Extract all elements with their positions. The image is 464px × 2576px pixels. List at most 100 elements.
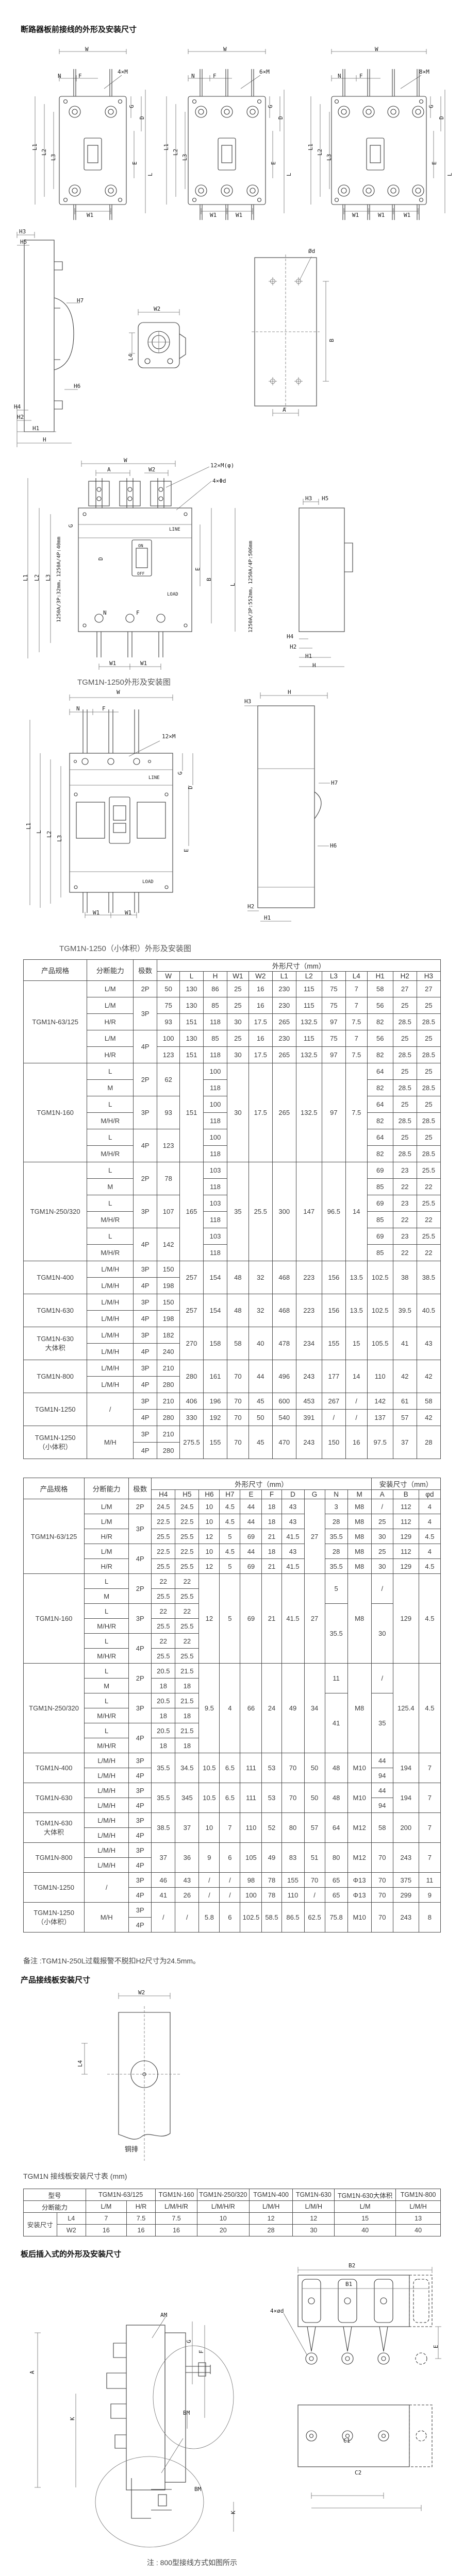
table-cell: 230 <box>272 1030 296 1047</box>
rear-plug-rear-linework <box>283 2267 441 2511</box>
dim-label: W2 <box>138 1989 145 1996</box>
table-cell: TGM1N-63/125 <box>23 980 88 1063</box>
table-cell: 25 <box>416 1063 441 1080</box>
dim-label: L3 <box>181 154 188 161</box>
table-cell: H5 <box>175 1489 200 1499</box>
table-cell: TGM1N-250/320 <box>196 2189 250 2201</box>
dim-label: AM <box>160 2312 168 2318</box>
table-cell: 4P <box>128 1887 152 1903</box>
table-cell: 375 <box>392 1872 419 1888</box>
table-cell: 100 <box>240 1887 262 1903</box>
table-cell: 115 <box>295 980 322 997</box>
table-cell: 210 <box>157 1426 180 1443</box>
table-cell: 35.5 <box>151 1783 176 1813</box>
dim-label: E <box>433 2345 439 2348</box>
table-cell: L/M <box>84 1514 129 1529</box>
table-cell: 22 <box>392 1178 417 1195</box>
table-cell: M <box>84 1588 129 1604</box>
table-cell: 49 <box>261 1842 282 1873</box>
table-cell: 102.5 <box>367 1294 393 1327</box>
table-cell: L <box>84 1693 129 1708</box>
table-cell: 470 <box>272 1426 296 1459</box>
dim-label: L <box>446 173 453 176</box>
table-cell: 62 <box>157 1063 180 1096</box>
table-row: M/H/R 118 85 22 22 <box>24 1211 441 1228</box>
table-cell: 6.5 <box>219 1783 241 1813</box>
table-cell: 18 <box>151 1738 176 1753</box>
dim-label: F <box>78 73 82 79</box>
table-cell: 22 <box>416 1211 441 1228</box>
table-cell: M10 <box>347 1902 372 1933</box>
table-cell: / <box>304 1887 325 1903</box>
table-cell: 82 <box>367 1046 393 1063</box>
table-cell: 22 <box>392 1211 417 1228</box>
table-cell: 150 <box>157 1261 180 1278</box>
table-cell: 105 <box>240 1842 262 1873</box>
table-cell: 48 <box>226 1294 249 1327</box>
table-cell: M8 <box>347 1663 372 1753</box>
dim-label: LINE <box>169 527 180 532</box>
table-cell: 27 <box>304 1573 325 1664</box>
table-cell: 36 <box>175 1842 200 1873</box>
table-cell: 3P <box>128 1514 152 1544</box>
table-cell: 123 <box>157 1046 180 1063</box>
table-cell: 外形尺寸（mm） <box>157 959 441 972</box>
table-cell: 82 <box>367 1079 393 1096</box>
table-cell: 275.5 <box>179 1426 204 1459</box>
table-cell: 118 <box>203 1145 227 1162</box>
table-cell: 41 <box>324 1693 348 1753</box>
dim-label: B2 <box>349 2262 356 2269</box>
table-cell: 151 <box>179 1046 204 1063</box>
table-cell: 48 <box>324 1753 348 1783</box>
table-cell: 4P <box>133 1277 158 1294</box>
table-cell: 165 <box>179 1162 204 1261</box>
table-cell: H/R <box>84 1558 129 1574</box>
table-cell: 7 <box>418 1812 441 1843</box>
dim-label: H1 <box>32 425 40 432</box>
dim-label: B1 <box>345 2281 353 2287</box>
dim-label: W <box>117 689 120 696</box>
table-cell: 27 <box>416 980 441 997</box>
table-row: L/M/H 4P 240 <box>24 1343 441 1360</box>
table-cell: 57 <box>304 1812 325 1843</box>
table-cell: 453 <box>295 1393 322 1410</box>
table-cell: 16 <box>248 1030 273 1047</box>
table-cell: M/H/R <box>84 1738 129 1753</box>
table-cell: 132.5 <box>295 1063 322 1162</box>
table-cell: 12 <box>292 2212 335 2225</box>
table-cell: 198 <box>157 1310 180 1327</box>
table-cell: / <box>198 1887 220 1903</box>
table-cell: M/H/R <box>87 1112 134 1129</box>
table-cell: 25.5 <box>151 1529 176 1544</box>
table-cell: 3P <box>128 1603 152 1634</box>
table-cell: 28.5 <box>392 1145 417 1162</box>
table-cell: 70 <box>281 1753 305 1783</box>
table-cell: M <box>87 1079 134 1096</box>
dim-label: N <box>338 73 341 79</box>
dim-label: 4×Φd <box>212 478 226 484</box>
table-cell: 150 <box>157 1294 180 1311</box>
table-cell: 26 <box>175 1887 200 1903</box>
table-cell: 118 <box>203 1013 227 1030</box>
table-cell: 4P <box>133 1409 158 1426</box>
table-cell: 70 <box>371 1902 393 1933</box>
table-cell: 7 <box>345 997 368 1014</box>
table-cell: 50 <box>304 1783 325 1813</box>
table-cell: 69 <box>367 1195 393 1212</box>
table-cell: 16 <box>345 1426 368 1459</box>
table-cell: 265 <box>272 1046 296 1063</box>
table-cell: TGM1N-400 <box>23 1753 85 1783</box>
table-cell: 25.5 <box>175 1558 200 1574</box>
table-cell: 16 <box>126 2224 156 2236</box>
table-row: L/M/H 4P 94 <box>24 1768 441 1783</box>
dim-label: H7 <box>77 297 84 304</box>
dim-label: G <box>128 105 135 108</box>
table-cell: 25 <box>392 1063 417 1080</box>
dim-label: L1 <box>22 574 29 581</box>
table-cell: TGM1N-400 <box>248 2189 293 2201</box>
dim-label: W1 <box>378 212 385 218</box>
table-cell: 18 <box>175 1708 200 1723</box>
dim-label: 铜排 <box>125 2146 139 2154</box>
table-cell: 10 <box>196 2212 250 2225</box>
table-cell: 38.5 <box>151 1812 176 1843</box>
